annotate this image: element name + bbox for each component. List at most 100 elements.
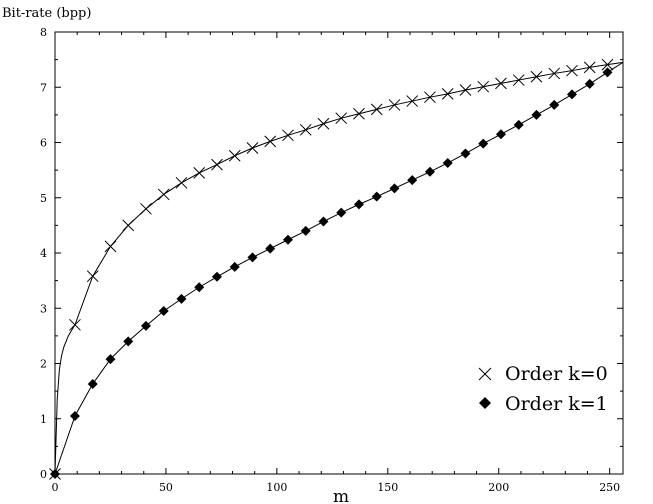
legend-label-order-k1: Order k=1 — [505, 393, 608, 415]
y-tick-label: 2 — [40, 358, 47, 371]
x-marker-stroke — [86, 270, 99, 283]
data-point-order-k1 — [442, 157, 453, 168]
data-point-order-k0 — [370, 103, 383, 116]
data-point-order-k1 — [531, 109, 542, 120]
data-point-order-k1 — [549, 99, 560, 110]
x-marker-stroke — [104, 240, 117, 253]
data-point-order-k1 — [353, 199, 364, 210]
y-tick-label: 4 — [40, 247, 47, 260]
data-point-order-k1 — [140, 320, 151, 331]
x-marker-stroke — [140, 202, 152, 215]
x-marker-stroke — [388, 99, 401, 111]
data-point-order-k1 — [371, 191, 382, 202]
data-point-order-k1 — [247, 252, 258, 263]
data-point-order-k1 — [211, 271, 222, 282]
x-marker-stroke — [477, 80, 490, 93]
data-point-order-k1 — [513, 119, 524, 130]
x-marker-stroke — [583, 61, 596, 74]
data-point-order-k0 — [193, 167, 206, 179]
data-point-order-k1 — [389, 183, 400, 194]
data-point-order-k0 — [104, 240, 117, 253]
x-tick-label: 100 — [266, 481, 287, 494]
axis-ticks — [54, 31, 623, 475]
data-point-order-k1 — [584, 78, 595, 89]
data-point-order-k1 — [407, 175, 418, 186]
data-point-order-k0 — [601, 58, 614, 71]
y-tick-label: 5 — [40, 192, 47, 205]
x-marker-stroke — [122, 219, 135, 232]
data-point-order-k1 — [176, 293, 187, 304]
data-point-order-k1 — [123, 336, 134, 347]
y-tick-label: 7 — [40, 81, 47, 94]
x-axis-title: m — [333, 487, 349, 504]
data-point-order-k0 — [122, 219, 135, 232]
x-marker-stroke — [335, 112, 348, 125]
x-marker-stroke — [370, 103, 383, 116]
data-point-order-k0 — [335, 112, 348, 125]
legend-item-order-k1: Order k=1 — [479, 393, 608, 415]
x-marker-stroke — [548, 67, 561, 80]
data-point-order-k0 — [353, 107, 365, 120]
data-point-order-k0 — [406, 95, 419, 107]
y-tick-label: 1 — [40, 413, 47, 426]
data-point-order-k1 — [265, 243, 276, 254]
axis-tick-labels: 0 50 100 150 200 250 0 1 2 3 4 5 6 7 8 — [40, 26, 620, 494]
data-point-order-k1 — [495, 129, 506, 140]
data-point-order-k1 — [300, 225, 311, 236]
data-point-order-k0 — [157, 188, 170, 201]
data-point-order-k0 — [264, 135, 277, 148]
x-marker-stroke — [175, 176, 188, 189]
data-point-order-k1 — [318, 216, 329, 227]
data-point-order-k1 — [69, 410, 80, 421]
data-point-order-k0 — [317, 117, 330, 130]
y-axis-title: Bit-rate (bpp) — [2, 6, 91, 21]
x-marker-stroke — [353, 107, 365, 120]
data-point-order-k0 — [246, 142, 259, 154]
data-point-order-k0 — [228, 149, 241, 162]
legend-diamond — [479, 397, 491, 409]
x-tick-label: 0 — [52, 481, 59, 494]
x-marker-stroke — [211, 158, 223, 171]
y-tick-label: 3 — [40, 302, 47, 315]
x-marker-stroke — [317, 117, 330, 130]
legend: Order k=0 Order k=1 — [478, 363, 608, 415]
x-marker-stroke — [193, 167, 206, 179]
x-marker-stroke — [495, 77, 507, 90]
x-marker-stroke — [228, 149, 241, 162]
data-point-order-k1 — [602, 67, 613, 78]
x-marker-stroke — [282, 129, 294, 142]
x-marker-stroke — [512, 74, 525, 86]
data-point-order-k0 — [211, 158, 223, 171]
x-marker-stroke — [566, 64, 578, 77]
x-marker-stroke — [299, 123, 312, 136]
data-point-order-k0 — [282, 129, 294, 142]
x-tick-label: 200 — [488, 481, 509, 494]
data-point-order-k0 — [86, 270, 99, 283]
x-marker-stroke — [264, 135, 277, 148]
data-point-order-k1 — [566, 89, 577, 100]
data-point-order-k0 — [441, 88, 454, 100]
y-tick-label: 6 — [40, 137, 47, 150]
data-point-order-k0 — [583, 61, 596, 74]
x-marker-stroke — [424, 91, 436, 104]
x-tick-label: 250 — [599, 481, 620, 494]
data-point-order-k0 — [495, 77, 507, 90]
data-point-order-k1 — [158, 306, 169, 317]
x-marker-stroke — [406, 95, 419, 107]
data-point-order-k0 — [424, 91, 436, 104]
data-point-order-k1 — [282, 234, 293, 245]
x-marker-stroke — [69, 318, 81, 331]
x-tick-label: 150 — [377, 481, 398, 494]
legend-item-order-k0: Order k=0 — [478, 363, 608, 385]
legend-x-stroke — [478, 367, 492, 381]
data-point-order-k1 — [229, 261, 240, 272]
data-point-order-k0 — [299, 123, 312, 136]
data-point-order-k1 — [460, 148, 471, 159]
legend-label-order-k0: Order k=0 — [505, 363, 608, 385]
series-line-order-k0 — [54, 61, 624, 475]
x-marker-stroke — [246, 142, 259, 154]
data-point-order-k1 — [87, 378, 98, 389]
data-point-order-k0 — [69, 318, 81, 331]
x-marker-stroke — [441, 88, 454, 100]
